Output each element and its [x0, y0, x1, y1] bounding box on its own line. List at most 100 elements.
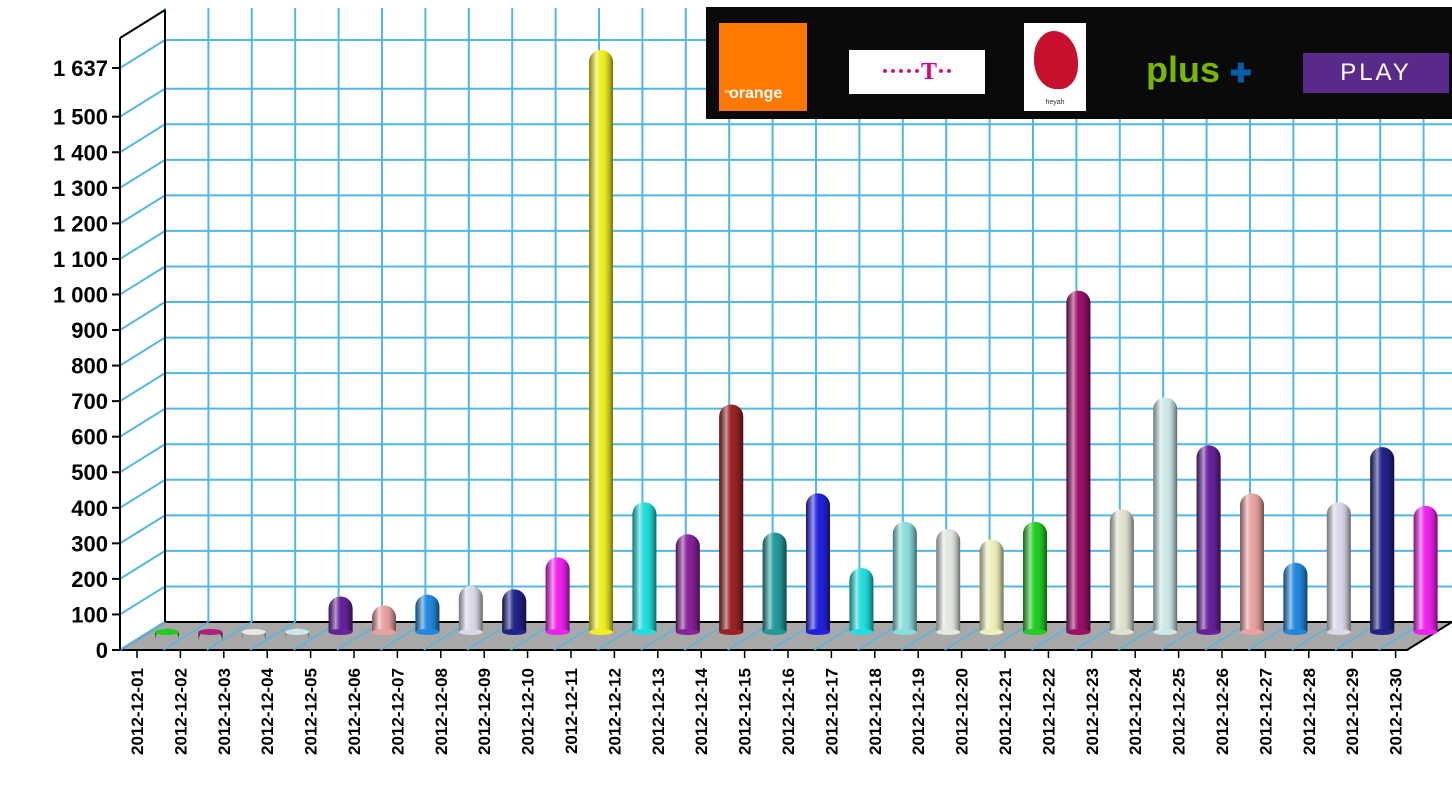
x-tick-label: 2012-12-10: [519, 668, 538, 755]
x-tick-label: 2012-12-11: [562, 668, 581, 754]
bar-base: [198, 629, 223, 635]
bar-base: [1413, 629, 1438, 635]
y-tick-label: 0: [96, 638, 108, 663]
bar: [198, 629, 223, 642]
bar-base: [979, 629, 1004, 635]
bar-shade: [1240, 493, 1264, 632]
x-tick-label: 2012-12-14: [692, 667, 711, 755]
plus-logo-mark: ✚: [1230, 58, 1252, 88]
bar-base: [1109, 629, 1134, 635]
hand-icon: [1034, 31, 1078, 89]
x-tick-label: 2012-12-01: [128, 668, 147, 755]
bar: [372, 605, 396, 635]
x-tick-label: 2012-12-16: [779, 668, 798, 755]
bar-base: [1326, 629, 1351, 635]
bar-base: [589, 629, 613, 635]
gridline-side: [119, 265, 166, 296]
x-tick-label: 2012-12-09: [475, 668, 494, 755]
bar: [979, 539, 1004, 635]
bar-shade: [1370, 447, 1395, 632]
x-tick-label: 2012-12-28: [1300, 668, 1319, 755]
bar-base: [675, 629, 700, 635]
bar-shade: [1023, 521, 1047, 632]
bar-base: [241, 629, 266, 635]
chart-bars: [155, 50, 1438, 642]
bar-shade: [762, 532, 787, 632]
gridline-floor: [206, 621, 253, 651]
bar-base: [1283, 629, 1308, 635]
bar-base: [762, 629, 787, 635]
y-axis-ticks: 0 100 200 300 400 500 600 700 800 900 1 000 1 100 1 …: [53, 56, 120, 663]
bar: [936, 528, 961, 635]
gridline-side: [119, 372, 166, 402]
bar-shade: [806, 493, 830, 632]
bar-shade: [849, 568, 874, 632]
bar-base: [545, 629, 570, 635]
bar: [458, 585, 483, 635]
bar-base: [632, 629, 657, 635]
y-tick-label: 1 500: [53, 105, 108, 130]
t-mobile-logo-text: ·····T··: [880, 59, 954, 85]
bar: [328, 596, 353, 635]
bar: [1153, 397, 1178, 635]
bar-base: [1240, 629, 1264, 635]
x-tick-label: 2012-12-07: [388, 668, 407, 755]
bar: [762, 532, 787, 635]
y-tick-label: 300: [71, 531, 108, 556]
bar: [806, 493, 830, 635]
bar-base: [1023, 629, 1047, 635]
bar-base: [1196, 629, 1221, 635]
gridline-side: [119, 123, 166, 154]
gridline-side: [119, 336, 166, 367]
x-tick-label: 2012-12-18: [866, 668, 885, 755]
y-tick-label: 1 100: [53, 247, 108, 272]
bar-shade: [328, 596, 353, 632]
bar: [849, 568, 874, 635]
orange-logo-text: orange: [729, 85, 783, 102]
y-tick-label: 1 300: [53, 176, 108, 201]
x-tick-label: 2012-12-12: [605, 668, 624, 755]
x-tick-label: 2012-12-27: [1256, 668, 1275, 755]
orange-logo: orange ™: [719, 23, 807, 111]
bar: [415, 594, 440, 635]
gridline-side: [119, 230, 166, 260]
bar: [1066, 290, 1091, 635]
bar-base: [285, 629, 310, 635]
y-tick-label: 500: [71, 460, 108, 485]
bar-shade: [1283, 562, 1308, 632]
y-tick-label: 900: [71, 318, 108, 343]
gridline-side: [119, 301, 166, 331]
x-tick-label: 2012-12-20: [953, 668, 972, 755]
y-axis-top: [119, 9, 166, 39]
bar: [632, 502, 657, 635]
bar: [589, 50, 613, 635]
bar-base: [1066, 629, 1091, 635]
bar-shade: [415, 594, 440, 632]
orange-logo-tm: ™: [724, 88, 732, 98]
x-tick-label: 2012-12-05: [302, 668, 321, 755]
x-axis-ticks: 2012-12-01 2012-12-02 2012-12-03 2012-12-04…: [128, 650, 1406, 755]
gridline-side: [119, 194, 166, 225]
bar-base: [1153, 629, 1178, 635]
y-tick-label: 400: [71, 496, 108, 521]
plus-logo: plus ✚: [1146, 45, 1286, 95]
bar-base: [502, 629, 527, 635]
bar: [502, 589, 527, 635]
bar: [1370, 447, 1395, 635]
bar: [155, 628, 179, 641]
gridline-side: [119, 443, 166, 474]
bar-base: [1370, 629, 1395, 635]
bar-shade: [892, 521, 917, 632]
bar-shade: [545, 557, 570, 632]
x-tick-label: 2012-12-06: [345, 668, 364, 755]
bar-base: [849, 629, 874, 635]
y-tick-label: 200: [71, 567, 108, 592]
bar-base: [806, 629, 830, 635]
bar-shade: [1196, 445, 1221, 632]
gridline-floor: [249, 621, 296, 651]
heyah-logo: heyah: [1024, 23, 1086, 111]
x-tick-label: 2012-12-17: [822, 668, 841, 755]
bar: [285, 628, 310, 641]
x-tick-label: 2012-12-30: [1387, 668, 1406, 755]
bar-shade: [458, 585, 483, 632]
